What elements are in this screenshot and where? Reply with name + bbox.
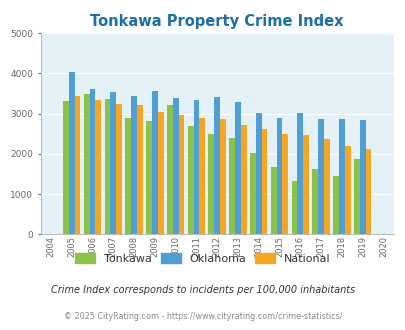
Bar [104,99,110,234]
Bar [69,72,75,234]
Bar [297,113,303,234]
Bar [229,138,234,234]
Bar [344,146,350,234]
Text: © 2025 CityRating.com - https://www.cityrating.com/crime-statistics/: © 2025 CityRating.com - https://www.city… [64,312,341,321]
Bar [90,89,95,234]
Bar [83,94,90,234]
Bar [318,119,323,234]
Bar [199,117,205,234]
Bar [311,169,318,234]
Bar [282,134,288,234]
Bar [75,96,80,234]
Bar [214,97,220,234]
Bar [110,92,116,234]
Bar [261,129,267,234]
Bar [187,126,193,234]
Bar [158,112,163,234]
Bar [172,98,178,234]
Bar [303,135,308,234]
Text: Crime Index corresponds to incidents per 100,000 inhabitants: Crime Index corresponds to incidents per… [51,285,354,295]
Bar [249,153,255,234]
Bar [364,148,371,234]
Bar [323,139,329,234]
Bar [146,121,151,234]
Title: Tonkawa Property Crime Index: Tonkawa Property Crime Index [90,14,343,29]
Bar [255,113,261,234]
Legend: Tonkawa, Oklahoma, National: Tonkawa, Oklahoma, National [72,250,333,267]
Bar [125,117,131,234]
Bar [353,159,359,234]
Bar [63,101,69,234]
Bar [166,106,172,234]
Bar [338,119,344,234]
Bar [220,119,225,234]
Bar [193,100,199,234]
Bar [151,90,158,234]
Bar [333,176,338,234]
Bar [131,96,136,234]
Bar [234,102,240,234]
Bar [95,100,101,234]
Bar [208,134,214,234]
Bar [291,181,297,234]
Bar [240,125,246,234]
Bar [359,120,364,234]
Bar [116,104,122,234]
Bar [270,167,276,234]
Bar [136,106,143,234]
Bar [276,117,282,234]
Bar [178,115,184,234]
